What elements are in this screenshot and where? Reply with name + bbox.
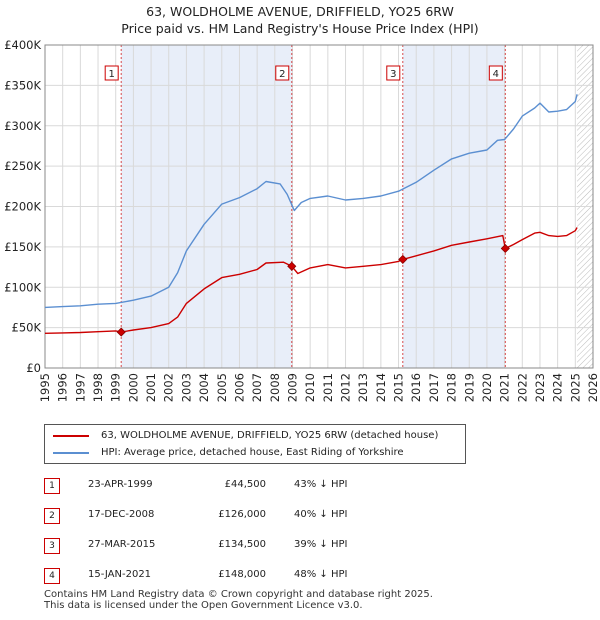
legend-label-property: 63, WOLDHOLME AVENUE, DRIFFIELD, YO25 6R…: [101, 430, 439, 441]
footer-line-2: This data is licensed under the Open Gov…: [44, 600, 363, 611]
y-tick-label: £0: [26, 361, 41, 375]
x-tick-label: 1995: [38, 373, 52, 402]
y-tick-label: £350K: [4, 78, 41, 92]
x-tick-label: 2026: [586, 373, 600, 402]
sale-point: [500, 243, 510, 254]
sale-number-badge: 1: [44, 478, 60, 494]
x-tick-label: 2000: [126, 373, 140, 402]
legend-swatch-property: [53, 435, 89, 437]
sale-label-number: 1: [109, 69, 115, 80]
plot-frame: [44, 44, 594, 369]
sale-label-number: 4: [493, 69, 499, 80]
x-tick-label: 2006: [232, 373, 246, 402]
y-tick-label: £200K: [4, 200, 41, 214]
x-tick-label: 2016: [409, 373, 423, 402]
sale-hpi-diff: 40% ↓ HPI: [294, 509, 348, 520]
sale-row: 3 27-MAR-2015 £134,500 39% ↓ HPI: [44, 536, 484, 556]
y-tick-label: £50K: [12, 321, 42, 335]
sale-label-box: [386, 65, 401, 81]
x-tick-label: 2024: [551, 373, 565, 402]
sale-number-badge: 4: [44, 568, 60, 584]
x-tick-label: 1997: [73, 373, 87, 402]
sale-label-box: [488, 65, 503, 81]
y-tick-label: £400K: [4, 38, 41, 52]
y-tick-label: £250K: [4, 159, 41, 173]
x-tick-label: 2004: [197, 373, 211, 402]
sale-label-number: 2: [279, 69, 285, 80]
sale-row: 4 15-JAN-2021 £148,000 48% ↓ HPI: [44, 566, 484, 586]
sale-label-box: [275, 65, 290, 81]
x-tick-label: 2012: [339, 373, 353, 402]
sale-point: [116, 327, 126, 337]
sale-date: 27-MAR-2015: [88, 539, 156, 550]
legend-label-hpi: HPI: Average price, detached house, East…: [101, 447, 404, 458]
x-tick-label: 2019: [462, 373, 476, 402]
sale-label-box: [104, 65, 119, 81]
y-tick-label: £100K: [4, 280, 41, 294]
sale-row: 1 23-APR-1999 £44,500 43% ↓ HPI: [44, 476, 484, 496]
x-tick-label: 2021: [498, 373, 512, 402]
sale-price: £134,500: [218, 539, 266, 550]
x-tick-label: 2007: [250, 373, 264, 402]
price-chart: £0 £50K £100K £150K £200K £250K £300K £350K £400…: [4, 38, 600, 402]
x-tick-label: 2018: [445, 373, 459, 402]
x-tick-label: 2015: [392, 373, 406, 402]
sale-date: 15-JAN-2021: [88, 569, 152, 580]
footer: Contains HM Land Registry data © Crown c…: [44, 589, 433, 611]
price-paid-line: [44, 227, 578, 334]
sale-date: 23-APR-1999: [88, 479, 153, 490]
x-tick-label: 2005: [215, 373, 229, 402]
sale-price: £44,500: [224, 479, 266, 490]
sale-date: 17-DEC-2008: [88, 509, 155, 520]
legend: 63, WOLDHOLME AVENUE, DRIFFIELD, YO25 6R…: [44, 424, 466, 464]
sale-hpi-diff: 43% ↓ HPI: [294, 479, 348, 490]
x-tick-label: 2014: [374, 373, 388, 402]
x-tick-label: 2008: [268, 373, 282, 402]
title-line-2: Price paid vs. HM Land Registry's House …: [121, 21, 479, 36]
sale-hpi-diff: 39% ↓ HPI: [294, 539, 348, 550]
x-tick-label: 2022: [515, 373, 529, 402]
x-tick-label: 2010: [303, 373, 317, 402]
sale-number-badge: 2: [44, 508, 60, 524]
sale-price: £126,000: [218, 509, 266, 520]
x-tick-label: 1998: [91, 373, 105, 402]
sale-price: £148,000: [218, 569, 266, 580]
hpi-line: [44, 94, 578, 309]
legend-swatch-hpi: [53, 452, 89, 454]
x-tick-label: 2002: [162, 373, 176, 402]
sale-hpi-diff: 48% ↓ HPI: [294, 569, 348, 580]
x-tick-label: 2025: [568, 373, 582, 402]
x-tick-label: 2013: [356, 373, 370, 402]
x-tick-label: 2011: [321, 373, 335, 402]
x-tick-label: 1996: [56, 373, 70, 402]
x-tick-label: 2020: [480, 373, 494, 402]
y-tick-label: £150K: [4, 240, 41, 254]
x-tick-label: 2009: [285, 373, 299, 402]
x-tick-label: 1999: [109, 373, 123, 402]
chart-title: 63, WOLDHOLME AVENUE, DRIFFIELD, YO25 6R…: [0, 3, 600, 37]
footer-line-1: Contains HM Land Registry data © Crown c…: [44, 589, 433, 600]
sale-number-badge: 3: [44, 538, 60, 554]
sale-row: 2 17-DEC-2008 £126,000 40% ↓ HPI: [44, 506, 484, 526]
x-tick-label: 2001: [144, 373, 158, 402]
title-line-1: 63, WOLDHOLME AVENUE, DRIFFIELD, YO25 6R…: [146, 4, 454, 19]
x-tick-label: 2003: [179, 373, 193, 402]
x-tick-label: 2017: [427, 373, 441, 402]
y-tick-label: £300K: [4, 119, 41, 133]
sale-label-number: 3: [390, 69, 396, 80]
sale-point: [287, 261, 297, 271]
sale-point: [398, 254, 408, 264]
x-tick-label: 2023: [533, 373, 547, 402]
